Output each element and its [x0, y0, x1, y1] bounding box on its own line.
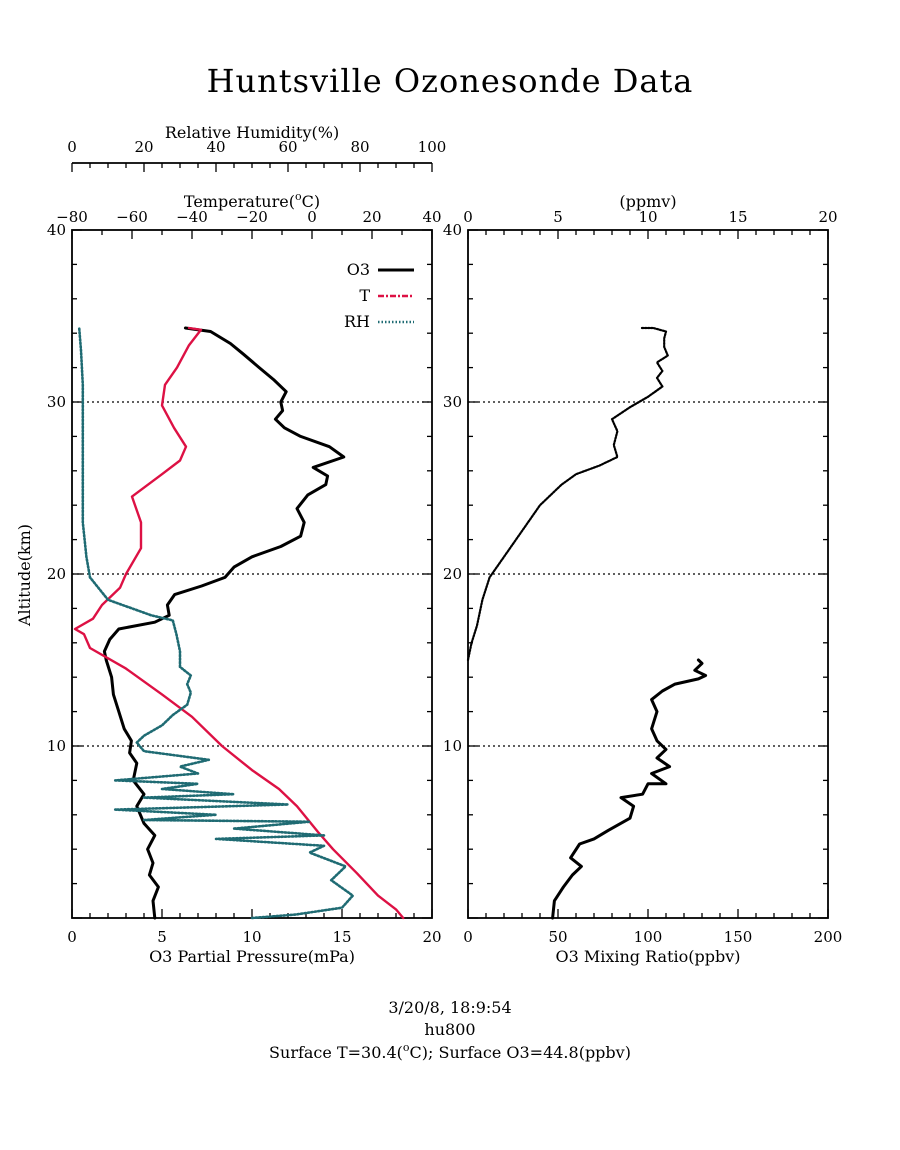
legend: O3 T RH [344, 260, 414, 331]
o3-pressure-tick-label: 20 [422, 928, 441, 946]
series-mixing-ratio-ppbv-line [551, 658, 708, 920]
left-ytick-label: 10 [47, 737, 66, 755]
series-t-line [73, 326, 405, 920]
rh-tick-label: 60 [278, 138, 297, 156]
mixing-ratio-tick-label: 200 [814, 928, 843, 946]
temperature-tick-label: −60 [116, 208, 148, 226]
o3-pressure-tick-label: 0 [67, 928, 77, 946]
series-o3-line [102, 326, 346, 920]
series-mixing-ratio-ppmv-line [466, 326, 669, 662]
temperature-tick-label: −40 [176, 208, 208, 226]
ppmv-tick-label: 15 [728, 208, 747, 226]
ppmv-tick-label: 0 [463, 208, 473, 226]
temperature-tick-label: 20 [362, 208, 381, 226]
temperature-tick-label: −20 [236, 208, 268, 226]
o3-pressure-tick-label: 5 [157, 928, 167, 946]
mixing-ratio-tick-label: 100 [634, 928, 663, 946]
footer-surface-values: Surface T=30.4(oC); Surface O3=44.8(ppbv… [269, 1041, 631, 1062]
o3-pressure-tick-label: 10 [242, 928, 261, 946]
ppmv-tick-label: 20 [818, 208, 837, 226]
rh-tick-label: 100 [418, 138, 447, 156]
footer-station: hu800 [424, 1020, 475, 1039]
legend-label-o3: O3 [347, 260, 370, 279]
o3-pressure-axis-label: O3 Partial Pressure(mPa) [149, 947, 355, 966]
right-ytick-label: 30 [443, 393, 462, 411]
temperature-tick-label: 40 [422, 208, 441, 226]
rh-tick-label: 80 [350, 138, 369, 156]
temp-axis-label: Temperature(oC) [184, 190, 320, 211]
mixing-ratio-axis-label: O3 Mixing Ratio(ppbv) [555, 947, 740, 966]
rh-tick-label: 20 [134, 138, 153, 156]
left-panel: 10 20 30 40 0 5 10 15 20 −80 −60 −40 −20 0 20 40 0 20 40 60… [47, 138, 446, 946]
legend-label-rh: RH [344, 312, 370, 331]
mixing-ratio-tick-label: 50 [548, 928, 567, 946]
mixing-ratio-tick-label: 150 [724, 928, 753, 946]
legend-label-t: T [359, 286, 370, 305]
ppmv-axis-label: (ppmv) [619, 192, 676, 211]
temperature-tick-label: −80 [56, 208, 88, 226]
right-ytick-label: 10 [443, 737, 462, 755]
right-ytick-label: 40 [443, 221, 462, 239]
footer-datetime: 3/20/8, 18:9:54 [388, 998, 511, 1017]
temperature-tick-label: 0 [307, 208, 317, 226]
ppmv-tick-label: 5 [553, 208, 563, 226]
left-ytick-label: 40 [47, 221, 66, 239]
right-ytick-label: 20 [443, 565, 462, 583]
left-ytick-label: 20 [47, 565, 66, 583]
rh-tick-label: 0 [67, 138, 77, 156]
rh-tick-label: 40 [206, 138, 225, 156]
mixing-ratio-tick-label: 0 [463, 928, 473, 946]
left-ytick-label: 30 [47, 393, 66, 411]
series-rh-line [77, 326, 355, 920]
rh-axis-label: Relative Humidity(%) [165, 123, 339, 142]
ppmv-tick-label: 10 [638, 208, 657, 226]
chart-title: Huntsville Ozonesonde Data [207, 62, 694, 100]
altitude-axis-label: Altitude(km) [15, 524, 34, 627]
o3-pressure-tick-label: 15 [332, 928, 351, 946]
